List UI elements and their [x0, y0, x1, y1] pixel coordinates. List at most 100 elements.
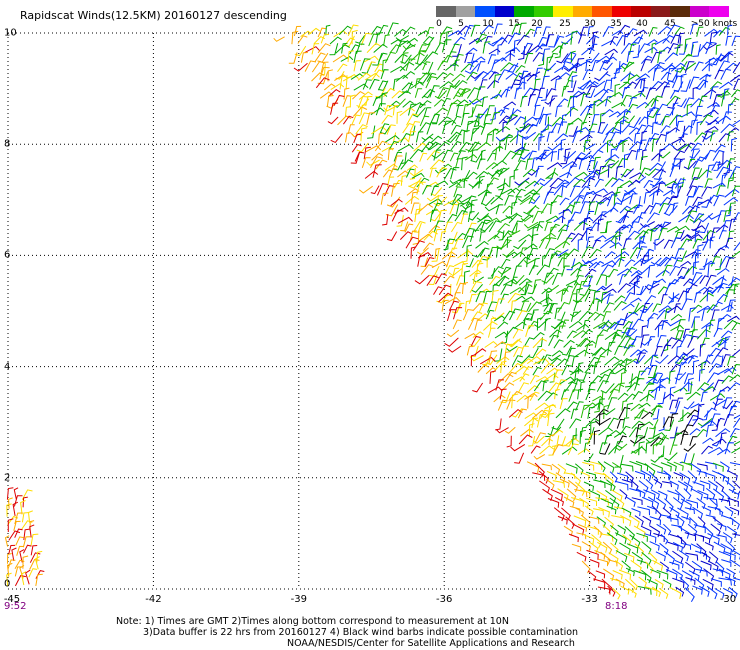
- wind-barb: [394, 53, 408, 63]
- wind-barb: [489, 275, 501, 286]
- wind-barb: [699, 222, 710, 234]
- wind-barb: [446, 255, 456, 268]
- wind-barb: [676, 44, 683, 55]
- wind-barb: [724, 506, 734, 517]
- wind-barb: [596, 490, 608, 502]
- wind-barb: [649, 280, 660, 294]
- wind-barb: [616, 194, 633, 203]
- longitude-tick-label: -42: [145, 594, 162, 605]
- wind-barb: [557, 98, 569, 107]
- wind-barb: [432, 114, 440, 125]
- wind-barb: [593, 260, 605, 269]
- wind-barb: [631, 508, 641, 517]
- wind-barb: [513, 72, 524, 82]
- wind-barb: [648, 471, 659, 485]
- wind-barb: [384, 134, 400, 143]
- wind-barb: [494, 146, 503, 161]
- wind-barb: [547, 498, 560, 508]
- wind-barb: [390, 65, 406, 73]
- wind-barb: [667, 43, 679, 54]
- wind-barb: [733, 414, 740, 420]
- wind-barb: [656, 569, 669, 580]
- wind-barb: [417, 203, 434, 213]
- wind-barb: [527, 45, 543, 54]
- wind-barb: [658, 148, 666, 162]
- wind-barb: [366, 112, 376, 126]
- wind-barb: [495, 427, 509, 434]
- wind-barb: [405, 168, 415, 178]
- wind-barb: [455, 158, 463, 169]
- wind-barb: [644, 463, 656, 477]
- wind-barb: [600, 283, 613, 291]
- wind-barb: [628, 116, 641, 129]
- wind-barb: [353, 60, 361, 72]
- wind-barb: [677, 266, 687, 276]
- wind-barb: [677, 362, 688, 376]
- wind-barb: [462, 308, 474, 321]
- wind-barb: [692, 86, 698, 99]
- wind-barb: [601, 39, 616, 47]
- wind-barb: [486, 152, 497, 162]
- wind-barb: [505, 212, 518, 220]
- wind-barb: [686, 231, 700, 239]
- wind-barb: [639, 426, 649, 439]
- wind-barb: [570, 30, 578, 45]
- wind-barb: [293, 25, 302, 37]
- wind-barb: [561, 364, 573, 376]
- wind-barb: [604, 434, 612, 446]
- wind-barb: [685, 381, 693, 395]
- wind-barb: [727, 405, 737, 418]
- wind-barb: [658, 417, 665, 432]
- wind-barb: [534, 432, 547, 445]
- wind-barb: [684, 587, 695, 603]
- wind-barb: [494, 298, 505, 312]
- wind-barb: [422, 61, 431, 71]
- wind-barb: [545, 392, 558, 402]
- wind-barb: [528, 265, 539, 276]
- wind-barb: [679, 381, 693, 392]
- wind-barb: [577, 362, 584, 374]
- wind-barb: [474, 70, 489, 82]
- wind-barb: [629, 488, 641, 497]
- wind-barb: [673, 150, 685, 160]
- wind-barb: [561, 265, 570, 277]
- wind-barb: [733, 241, 740, 251]
- wind-barb: [624, 266, 638, 278]
- wind-barb: [721, 559, 732, 567]
- wind-barb: [584, 426, 595, 440]
- wind-barb: [557, 257, 567, 267]
- wind-barb: [506, 251, 519, 259]
- wind-barb: [597, 398, 605, 410]
- wind-barb: [624, 526, 636, 541]
- wind-barb: [603, 461, 615, 473]
- wind-barb: [669, 363, 682, 374]
- wind-barb: [583, 442, 590, 453]
- wind-barb: [561, 85, 569, 97]
- wind-barb: [664, 498, 674, 512]
- wind-barb: [523, 221, 539, 229]
- wind-barb: [533, 453, 546, 460]
- wind-barb: [557, 121, 568, 134]
- wind-barb: [504, 326, 519, 338]
- wind-barb: [712, 488, 725, 503]
- wind-barb: [593, 429, 601, 445]
- wind-barb: [543, 191, 554, 205]
- wind-barb: [690, 329, 698, 340]
- wind-barb: [655, 354, 669, 364]
- wind-barb: [622, 210, 634, 223]
- wind-barb: [553, 215, 566, 223]
- wind-barb: [584, 344, 594, 357]
- wind-barb: [681, 424, 694, 437]
- wind-barb: [657, 50, 666, 64]
- wind-barb: [340, 55, 354, 62]
- wind-barb: [629, 534, 641, 548]
- wind-barb: [500, 52, 516, 62]
- wind-barb: [662, 579, 672, 589]
- colorbar-labels: 0 5 10 15 20 25 30 35 40 45 >50 knots: [436, 19, 737, 31]
- wind-barb: [520, 95, 528, 108]
- wind-barb: [551, 123, 562, 134]
- wind-barb: [436, 167, 448, 178]
- wind-barb: [552, 369, 564, 382]
- wind-barb: [586, 131, 595, 144]
- wind-barb: [384, 185, 395, 197]
